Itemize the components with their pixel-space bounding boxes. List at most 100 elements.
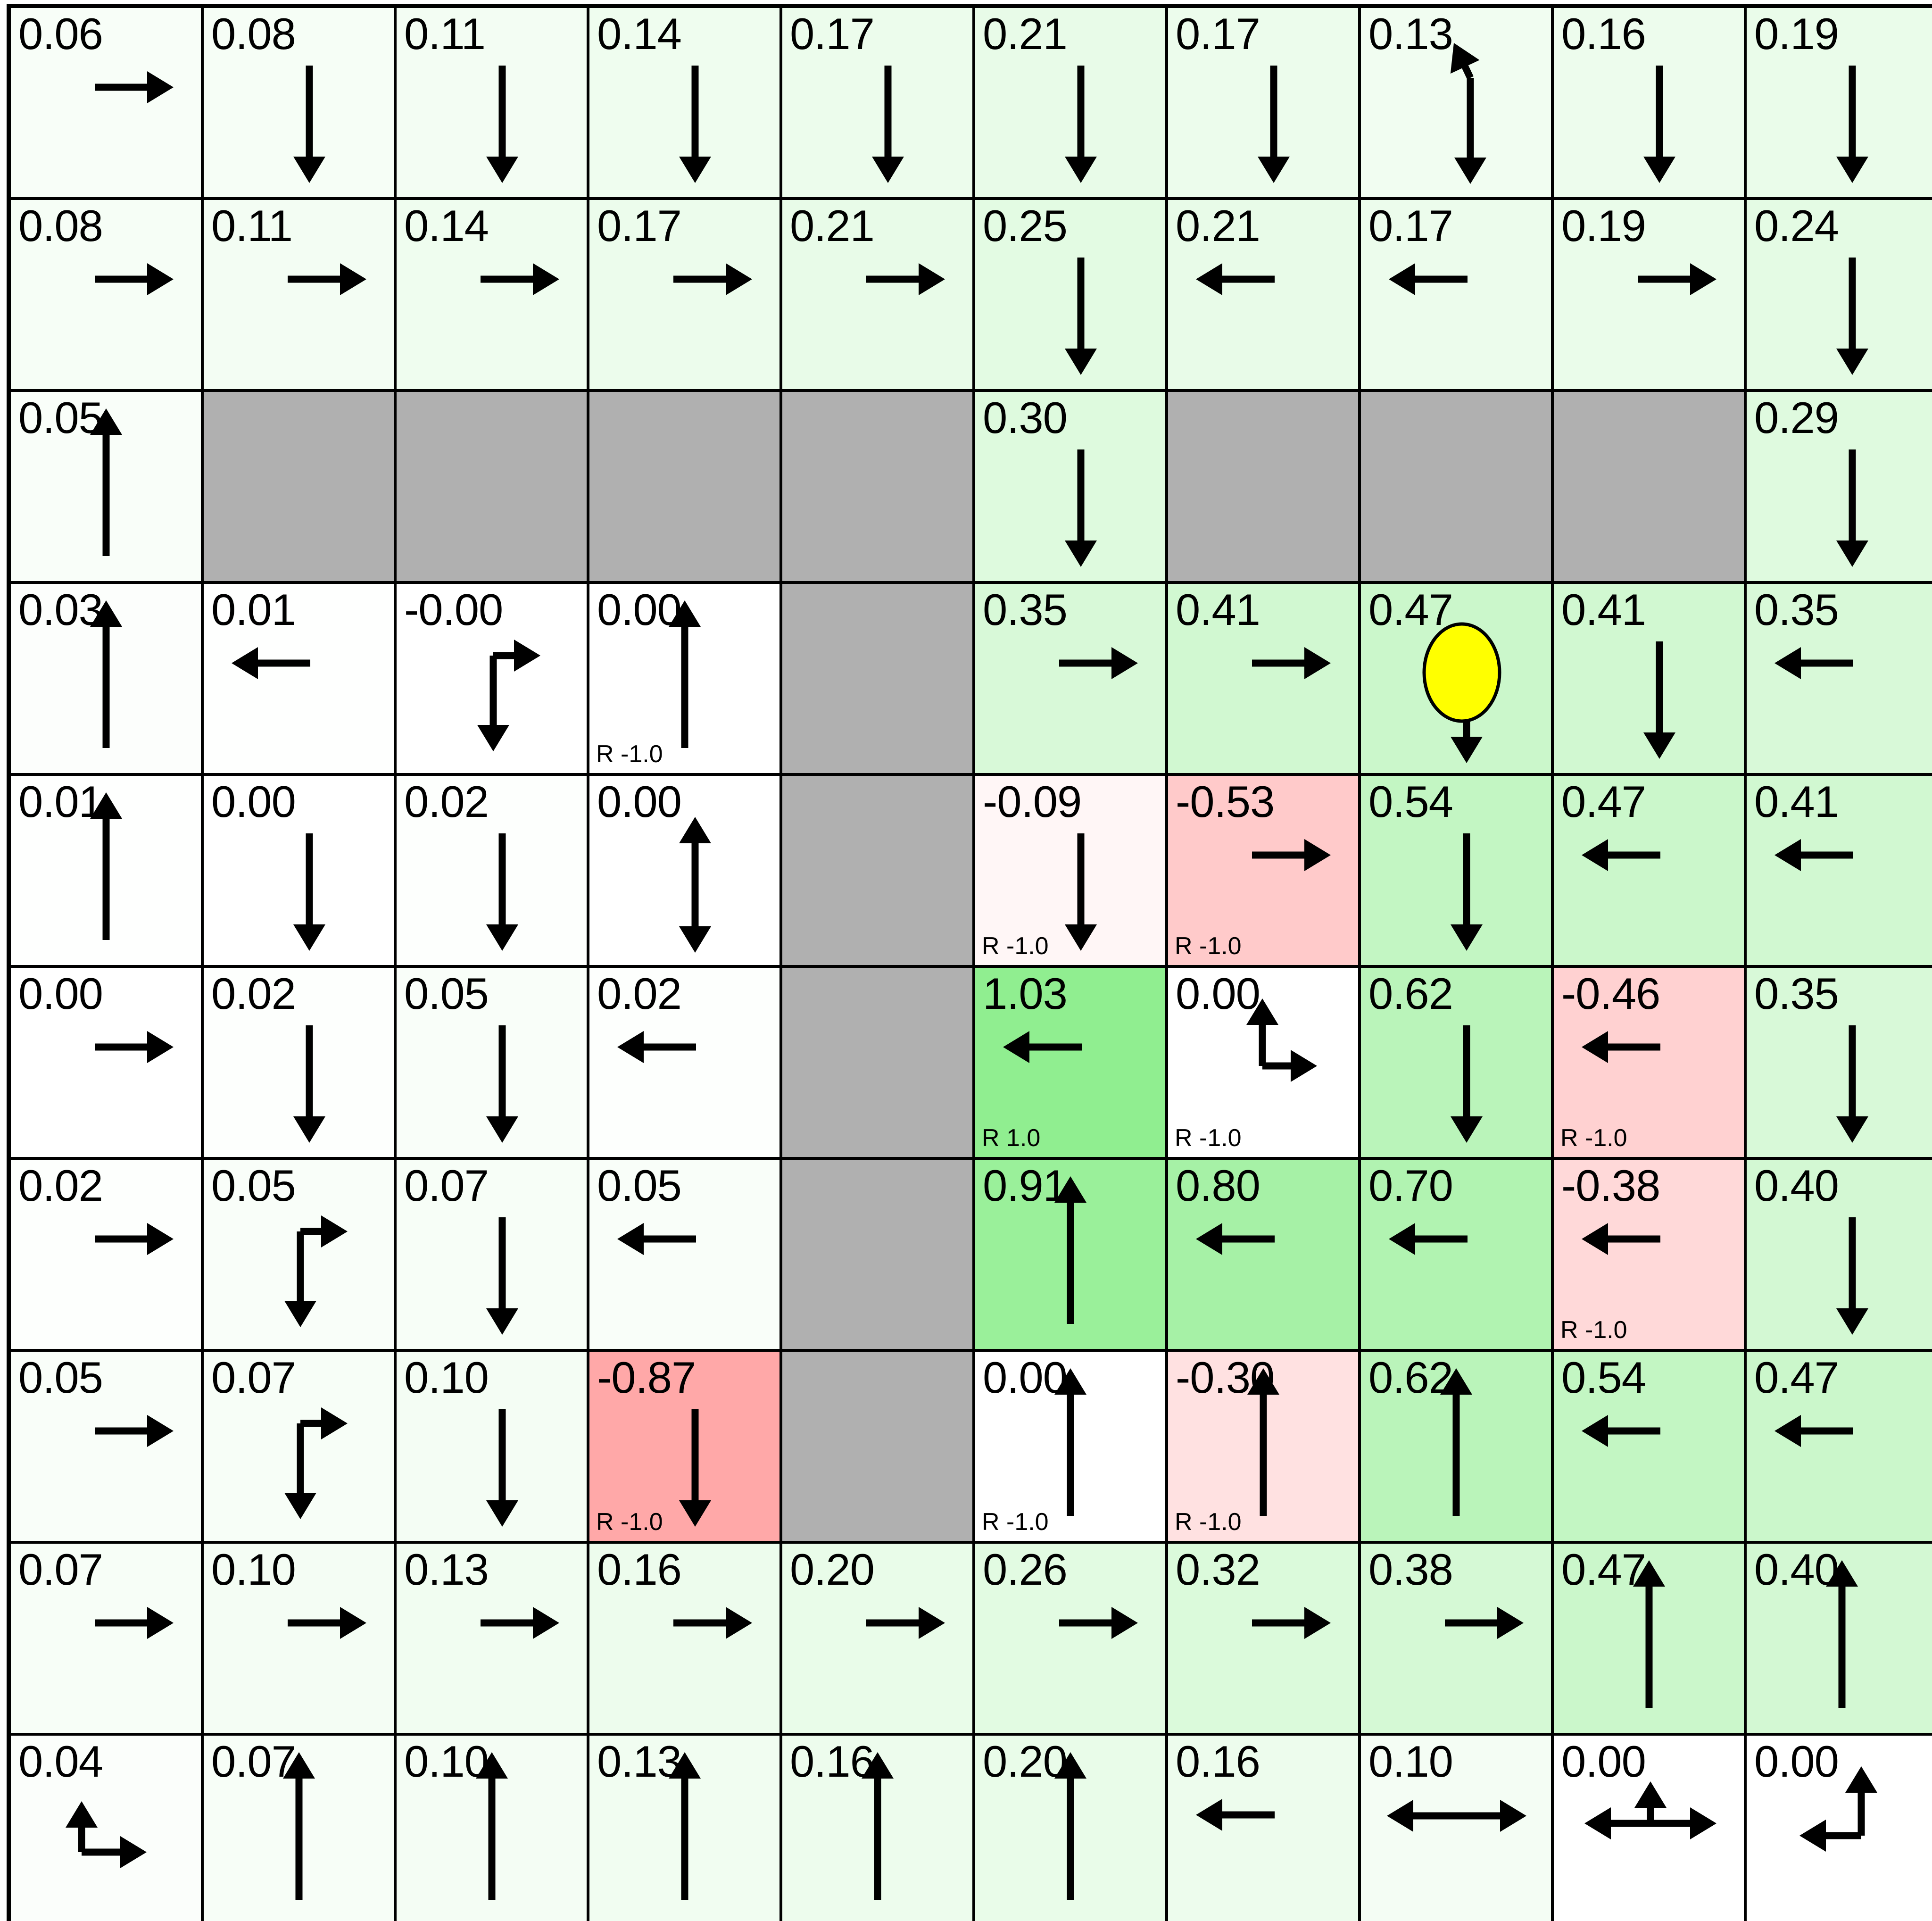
state-value: 0.40 — [1754, 1161, 1839, 1210]
state-value: 0.32 — [1176, 1545, 1260, 1594]
state-cell: 0.17 — [1361, 200, 1551, 389]
state-cell: 0.03 — [11, 584, 201, 773]
policy-arrow-agent-down-icon — [1422, 622, 1501, 763]
state-value: 0.19 — [1561, 201, 1646, 250]
reward-label: R -1.0 — [596, 740, 663, 768]
policy-arrow-down-icon — [1836, 258, 1868, 375]
policy-arrow-left-icon — [1774, 647, 1853, 679]
state-value: 0.21 — [983, 9, 1068, 58]
policy-arrow-left-icon — [1196, 1799, 1275, 1831]
state-value: 0.05 — [211, 1161, 296, 1210]
state-cell: 0.41 — [1168, 584, 1358, 773]
state-cell: 0.62 — [1361, 968, 1551, 1157]
state-cell: 0.00 — [1747, 1736, 1932, 1921]
state-value: 0.00 — [1561, 1737, 1646, 1786]
reward-label: R -1.0 — [1175, 932, 1242, 960]
state-value: 0.05 — [597, 1161, 682, 1210]
wall-cell — [782, 392, 972, 581]
state-cell: 0.07 — [204, 1736, 394, 1921]
policy-arrow-down-icon — [486, 1409, 518, 1527]
state-cell: 0.35 — [1747, 968, 1932, 1157]
state-cell: 0.05 — [11, 392, 201, 581]
state-value: 0.38 — [1368, 1545, 1453, 1594]
policy-arrow-right-icon — [1059, 1607, 1138, 1639]
state-value: -0.53 — [1176, 777, 1275, 826]
policy-arrow-right-icon — [1252, 1607, 1331, 1639]
state-cell: 0.16 — [782, 1736, 972, 1921]
policy-arrow-right-icon — [95, 1415, 174, 1447]
policy-arrow-left-icon — [1003, 1031, 1082, 1063]
state-value: 0.17 — [1176, 9, 1260, 58]
state-cell: 0.10 — [397, 1736, 587, 1921]
policy-arrow-left-icon — [617, 1031, 696, 1063]
state-cell: 0.05 — [11, 1352, 201, 1541]
state-value: 0.29 — [1754, 393, 1839, 442]
state-value: -0.87 — [597, 1353, 696, 1402]
policy-arrow-down-icon — [1065, 258, 1097, 375]
policy-arrow-right-icon — [95, 71, 174, 103]
policy-arrow-updown-icon — [679, 817, 711, 953]
state-cell: 0.16 — [589, 1544, 779, 1733]
state-value: 0.16 — [1176, 1737, 1260, 1786]
state-value: 0.20 — [790, 1545, 875, 1594]
gridworld-grid: 0.06 0.08 0.11 0.14 0.17 0.21 0.17 0.13 0.16 0.19… — [7, 4, 1932, 1921]
state-cell: 0.40 — [1747, 1544, 1932, 1733]
policy-arrow-right-icon — [673, 1607, 752, 1639]
policy-arrow-right-icon — [866, 263, 945, 295]
state-cell: 0.21 — [782, 200, 972, 389]
state-value: 0.11 — [211, 201, 293, 250]
state-value: 0.10 — [404, 1737, 489, 1786]
policy-arrow-down-icon — [1065, 833, 1097, 951]
state-cell: -0.87 R -1.0 — [589, 1352, 779, 1541]
policy-arrow-up-icon — [669, 1752, 701, 1900]
state-cell: 0.24 — [1747, 200, 1932, 389]
policy-arrow-up-icon — [1247, 1368, 1279, 1516]
state-value: 0.24 — [1754, 201, 1839, 250]
policy-arrow-down-icon — [1643, 66, 1675, 183]
state-value: 0.41 — [1176, 585, 1260, 634]
policy-arrow-right-icon — [673, 263, 752, 295]
policy-arrow-right-icon — [1059, 647, 1138, 679]
state-cell: 0.02 — [204, 968, 394, 1157]
policy-arrow-up-icon — [90, 600, 122, 748]
state-value: 0.01 — [211, 585, 296, 634]
state-cell: -0.00 — [397, 584, 587, 773]
policy-arrow-left-icon — [1196, 1223, 1275, 1255]
state-cell: 0.30 — [975, 392, 1165, 581]
state-cell: 0.41 — [1554, 584, 1744, 773]
state-value: 0.05 — [18, 1353, 103, 1402]
state-cell: 0.20 — [975, 1736, 1165, 1921]
state-cell: 0.08 — [204, 8, 394, 197]
state-cell: 0.02 — [589, 968, 779, 1157]
state-value: 0.47 — [1561, 1545, 1646, 1594]
state-cell: 0.35 — [975, 584, 1165, 773]
reward-label: R -1.0 — [982, 932, 1049, 960]
state-cell: 0.05 — [204, 1160, 394, 1349]
wall-cell — [782, 1160, 972, 1349]
state-cell: 0.16 — [1554, 8, 1744, 197]
state-cell: 1.03 R 1.0 — [975, 968, 1165, 1157]
policy-arrow-right-icon — [481, 1607, 559, 1639]
state-value: 0.41 — [1561, 585, 1646, 634]
state-value: 0.26 — [983, 1545, 1068, 1594]
state-value: 0.00 — [597, 777, 682, 826]
state-value: 0.19 — [1754, 9, 1839, 58]
policy-arrow-down-icon — [486, 1217, 518, 1335]
state-cell: 0.07 — [204, 1352, 394, 1541]
state-cell: 0.00 — [11, 968, 201, 1157]
state-cell: 0.06 — [11, 8, 201, 197]
state-cell: 0.11 — [204, 200, 394, 389]
policy-arrow-down-right-icon — [477, 640, 540, 751]
policy-arrow-up-icon — [669, 600, 701, 748]
wall-cell — [1168, 392, 1358, 581]
policy-arrow-up-right-elbow-icon — [66, 1801, 147, 1868]
state-value: 0.00 — [211, 777, 296, 826]
state-value: 0.70 — [1368, 1161, 1453, 1210]
policy-arrow-right-icon — [1638, 263, 1716, 295]
state-cell: 0.47 — [1361, 584, 1551, 773]
state-value: 0.02 — [597, 969, 682, 1018]
state-value: -0.00 — [404, 585, 503, 634]
policy-arrow-down-icon — [1836, 1025, 1868, 1143]
state-cell: -0.38 R -1.0 — [1554, 1160, 1744, 1349]
